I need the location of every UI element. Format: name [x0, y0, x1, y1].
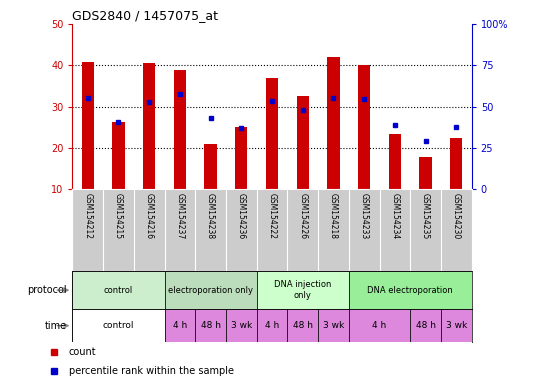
- Text: 4 h: 4 h: [265, 321, 279, 330]
- Bar: [226, 309, 257, 342]
- Text: GSM154238: GSM154238: [206, 193, 215, 239]
- Bar: [72, 271, 165, 309]
- Bar: [235, 127, 248, 189]
- Bar: [165, 271, 257, 309]
- Bar: [349, 271, 472, 309]
- Text: GSM154212: GSM154212: [83, 193, 92, 239]
- Text: time: time: [45, 321, 67, 331]
- Bar: [266, 78, 278, 189]
- Bar: [287, 309, 318, 342]
- Bar: [410, 309, 441, 342]
- Text: 3 wk: 3 wk: [446, 321, 467, 330]
- Bar: [113, 121, 124, 189]
- Bar: [420, 157, 432, 189]
- Text: GSM154237: GSM154237: [175, 193, 184, 240]
- Text: GSM154218: GSM154218: [329, 193, 338, 239]
- Bar: [327, 57, 340, 189]
- Text: 48 h: 48 h: [415, 321, 436, 330]
- Text: GDS2840 / 1457075_at: GDS2840 / 1457075_at: [72, 8, 218, 22]
- Text: control: control: [104, 286, 133, 295]
- Text: percentile rank within the sample: percentile rank within the sample: [69, 366, 234, 376]
- Text: DNA electroporation: DNA electroporation: [367, 286, 453, 295]
- Bar: [349, 309, 410, 342]
- Text: GSM154230: GSM154230: [452, 193, 461, 240]
- Text: GSM154236: GSM154236: [237, 193, 246, 240]
- Text: 4 h: 4 h: [173, 321, 187, 330]
- Bar: [143, 63, 155, 189]
- Bar: [441, 309, 472, 342]
- Bar: [296, 96, 309, 189]
- Bar: [174, 70, 186, 189]
- Text: 4 h: 4 h: [373, 321, 386, 330]
- Bar: [450, 137, 463, 189]
- Bar: [257, 271, 349, 309]
- Bar: [318, 309, 349, 342]
- Text: control: control: [103, 321, 134, 330]
- Text: DNA injection
only: DNA injection only: [274, 280, 331, 300]
- Text: electroporation only: electroporation only: [168, 286, 253, 295]
- Text: GSM154235: GSM154235: [421, 193, 430, 240]
- Text: GSM154233: GSM154233: [360, 193, 369, 240]
- Text: 48 h: 48 h: [200, 321, 221, 330]
- Bar: [72, 309, 165, 342]
- Text: GSM154234: GSM154234: [390, 193, 399, 240]
- Text: count: count: [69, 347, 96, 357]
- Bar: [204, 144, 217, 189]
- Text: 48 h: 48 h: [293, 321, 312, 330]
- Text: 3 wk: 3 wk: [230, 321, 252, 330]
- Bar: [195, 309, 226, 342]
- Bar: [358, 65, 370, 189]
- Bar: [389, 134, 401, 189]
- Text: GSM154215: GSM154215: [114, 193, 123, 239]
- Text: GSM154222: GSM154222: [267, 193, 277, 239]
- Text: protocol: protocol: [27, 285, 67, 295]
- Bar: [81, 62, 94, 189]
- Text: 3 wk: 3 wk: [323, 321, 344, 330]
- Bar: [257, 309, 287, 342]
- Text: GSM154216: GSM154216: [145, 193, 154, 239]
- Bar: [165, 309, 195, 342]
- Text: GSM154226: GSM154226: [298, 193, 307, 239]
